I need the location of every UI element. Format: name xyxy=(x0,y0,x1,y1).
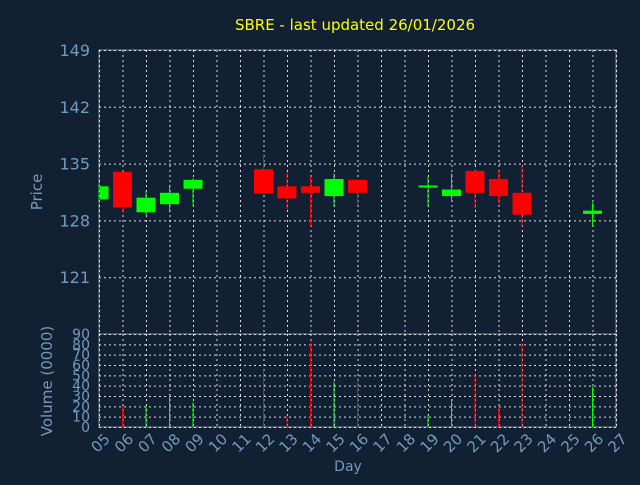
candle-body-up xyxy=(442,189,461,197)
candle-body-up xyxy=(136,197,156,213)
price-tick-label: 149 xyxy=(59,41,90,60)
volume-tick-label: 50 xyxy=(72,368,90,384)
candle-body-up xyxy=(183,179,203,189)
candle-body-up xyxy=(418,185,438,188)
candles xyxy=(98,155,602,227)
volume-axis-label: Volume (0000) xyxy=(38,326,56,436)
price-axis-label: Price xyxy=(28,174,46,211)
volume-bars xyxy=(122,342,593,427)
volume-tick-label: 10 xyxy=(72,410,90,426)
volume-tick-label: 80 xyxy=(72,337,90,353)
candle-body-down xyxy=(348,179,367,193)
volume-tick-label: 70 xyxy=(72,348,90,364)
candle-body-up xyxy=(160,192,179,205)
candle-body-up xyxy=(583,210,602,214)
candle-body-down xyxy=(465,170,485,193)
x-tick-labels: 0506070809101112131415161718192021222324… xyxy=(88,430,631,456)
candle-body-down xyxy=(301,186,320,193)
volume-tick-label: 0 xyxy=(81,420,90,436)
volume-tick-label: 40 xyxy=(72,379,90,395)
price-tick-label: 128 xyxy=(59,211,90,230)
price-tick-label: 135 xyxy=(59,155,90,174)
price-tick-label: 142 xyxy=(59,98,90,117)
volume-tick-label: 20 xyxy=(72,399,90,415)
volume-tick-label: 60 xyxy=(72,358,90,374)
candle-body-down xyxy=(113,171,132,208)
candle-body-up xyxy=(100,186,109,200)
chart-title: SBRE - last updated 26/01/2026 xyxy=(235,16,475,34)
candle-body-down xyxy=(512,192,532,215)
volume-tick-label: 90 xyxy=(72,327,90,343)
volume-tick-label: 30 xyxy=(72,389,90,405)
candle-body-down xyxy=(254,169,273,194)
x-axis-label: Day xyxy=(334,459,362,475)
price-tick-labels: 149 142 135 128 121 xyxy=(59,41,90,287)
candle-body-down xyxy=(489,179,508,197)
candle-body-down xyxy=(277,186,297,199)
candle-body-up xyxy=(324,179,344,197)
price-tick-label: 121 xyxy=(59,268,90,287)
